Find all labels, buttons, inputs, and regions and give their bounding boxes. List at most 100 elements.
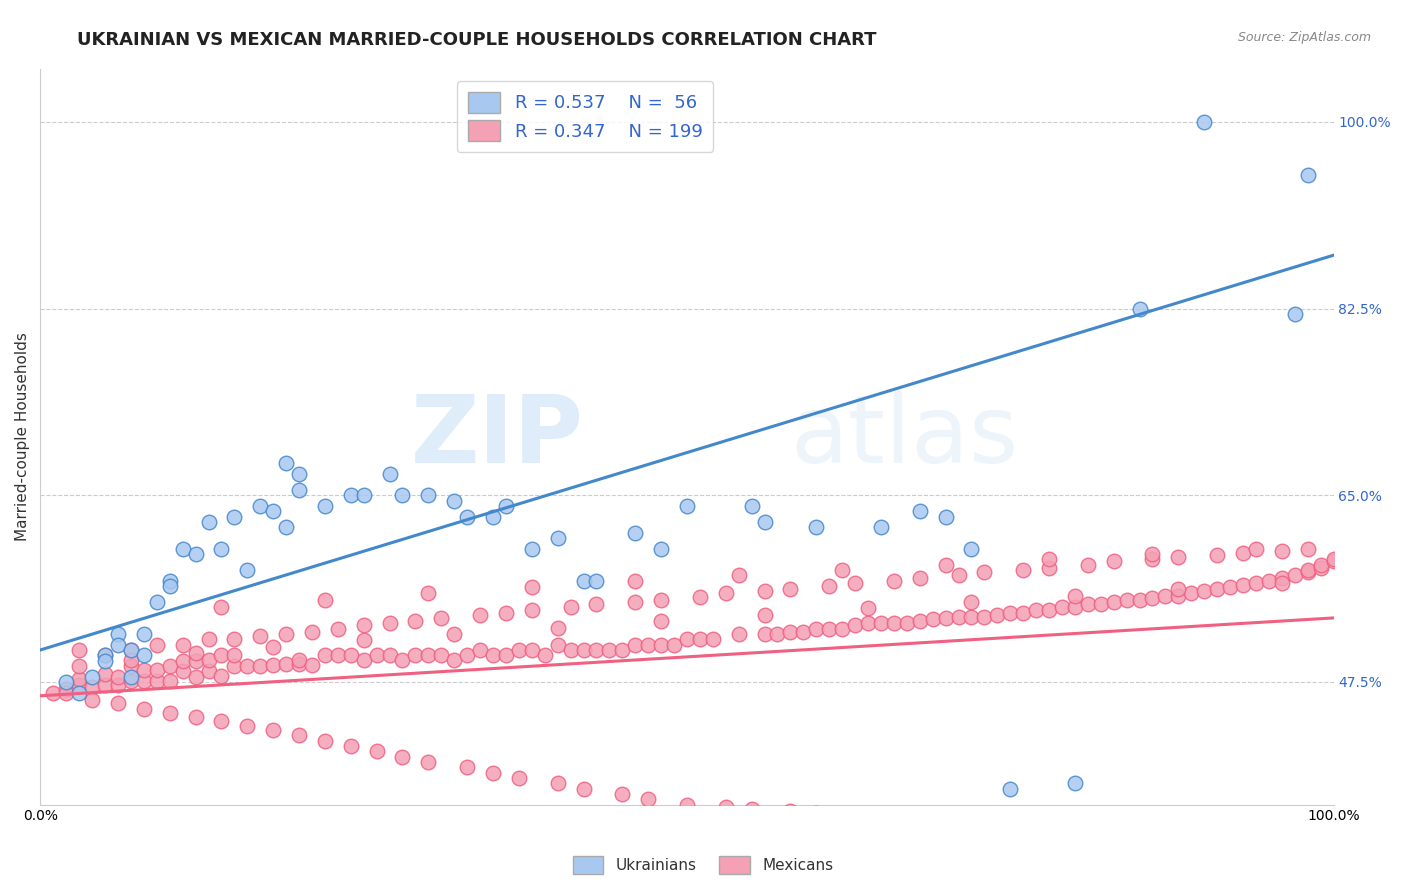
Point — [1142, 552, 1164, 566]
Point — [404, 648, 426, 663]
Point — [430, 611, 453, 625]
Point — [973, 808, 995, 822]
Point — [67, 672, 90, 686]
Point — [120, 643, 142, 657]
Point — [146, 673, 169, 688]
Point — [314, 648, 336, 663]
Point — [120, 652, 142, 666]
Point — [236, 719, 259, 733]
Point — [172, 638, 194, 652]
Point — [197, 665, 219, 679]
Point — [353, 633, 375, 648]
Point — [1192, 584, 1215, 599]
Point — [468, 643, 491, 657]
Point — [1192, 808, 1215, 822]
Point — [908, 504, 931, 518]
Point — [211, 668, 233, 682]
Point — [547, 531, 569, 545]
Point — [1284, 307, 1306, 321]
Point — [159, 574, 181, 588]
Point — [792, 624, 814, 639]
Point — [779, 582, 801, 596]
Point — [1206, 582, 1229, 596]
Legend: Ukrainians, Mexicans: Ukrainians, Mexicans — [567, 850, 839, 880]
Point — [236, 563, 259, 577]
Point — [948, 568, 970, 582]
Point — [508, 771, 530, 785]
Point — [831, 622, 853, 636]
Point — [612, 643, 634, 657]
Point — [184, 654, 207, 668]
Point — [935, 611, 957, 625]
Point — [908, 571, 931, 585]
Point — [468, 607, 491, 622]
Point — [806, 622, 828, 636]
Point — [520, 580, 543, 594]
Point — [314, 499, 336, 513]
Point — [132, 673, 155, 688]
Point — [236, 659, 259, 673]
Point — [727, 568, 749, 582]
Point — [456, 760, 478, 774]
Point — [1038, 552, 1060, 566]
Point — [702, 632, 724, 647]
Point — [572, 781, 595, 796]
Point — [55, 685, 77, 699]
Point — [1192, 115, 1215, 129]
Point — [82, 680, 104, 694]
Point — [482, 509, 505, 524]
Point — [948, 610, 970, 624]
Point — [844, 808, 866, 822]
Point — [67, 659, 90, 673]
Point — [224, 509, 246, 524]
Point — [224, 632, 246, 647]
Point — [1142, 547, 1164, 561]
Point — [650, 614, 672, 628]
Point — [249, 629, 271, 643]
Point — [1244, 575, 1267, 590]
Point — [741, 499, 763, 513]
Point — [418, 755, 440, 769]
Point — [482, 765, 505, 780]
Point — [870, 520, 893, 534]
Point — [935, 509, 957, 524]
Point — [1232, 808, 1254, 822]
Point — [107, 627, 129, 641]
Point — [120, 673, 142, 688]
Point — [443, 652, 465, 666]
Point — [766, 627, 789, 641]
Point — [339, 739, 361, 753]
Point — [418, 488, 440, 502]
Point — [818, 579, 841, 593]
Point — [1206, 548, 1229, 562]
Point — [754, 584, 776, 599]
Point — [211, 541, 233, 556]
Point — [689, 590, 711, 604]
Point — [754, 515, 776, 529]
Point — [288, 652, 311, 666]
Point — [495, 648, 517, 663]
Point — [831, 563, 853, 577]
Point — [339, 488, 361, 502]
Text: UKRAINIAN VS MEXICAN MARRIED-COUPLE HOUSEHOLDS CORRELATION CHART: UKRAINIAN VS MEXICAN MARRIED-COUPLE HOUS… — [77, 31, 877, 49]
Point — [624, 525, 647, 540]
Point — [870, 616, 893, 631]
Point — [935, 808, 957, 822]
Point — [908, 614, 931, 628]
Point — [676, 797, 699, 812]
Point — [301, 657, 323, 672]
Point — [366, 648, 388, 663]
Point — [314, 733, 336, 747]
Point — [908, 808, 931, 822]
Point — [288, 728, 311, 742]
Point — [754, 607, 776, 622]
Point — [598, 643, 620, 657]
Point — [378, 648, 401, 663]
Point — [262, 723, 284, 737]
Point — [1232, 546, 1254, 560]
Point — [612, 787, 634, 801]
Point — [560, 643, 582, 657]
Point — [1102, 808, 1125, 822]
Point — [184, 670, 207, 684]
Point — [650, 592, 672, 607]
